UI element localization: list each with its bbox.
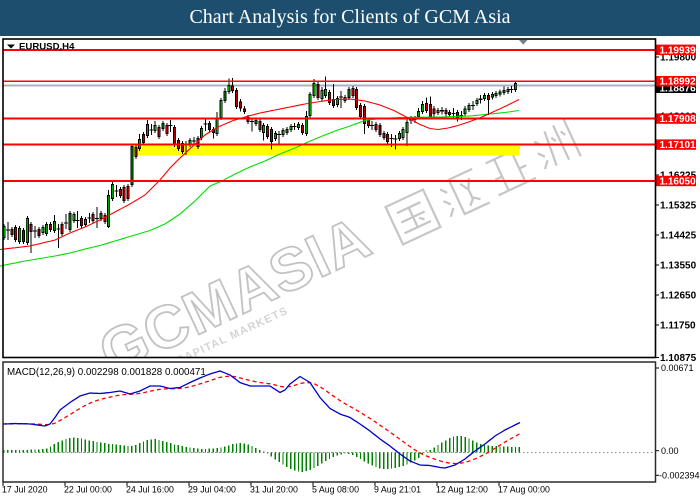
svg-text:29 Jul 04:00: 29 Jul 04:00 [188,484,236,494]
svg-text:1.11750: 1.11750 [660,320,696,331]
svg-text:1.17101: 1.17101 [660,140,697,151]
svg-text:1.18876: 1.18876 [660,83,697,94]
svg-text:MACD(12,26,9) 0.002298 0.00182: MACD(12,26,9) 0.002298 0.001828 0.000471 [7,367,206,378]
svg-text:1.18992: 1.18992 [660,77,697,88]
svg-text:1.19939: 1.19939 [660,45,697,56]
svg-text:0.00671: 0.00671 [661,363,694,373]
svg-text:17 Jul 2020: 17 Jul 2020 [2,484,48,494]
svg-text:24 Jul 16:00: 24 Jul 16:00 [126,484,174,494]
svg-text:0.00: 0.00 [661,446,679,456]
svg-text:31 Jul 20:00: 31 Jul 20:00 [250,484,298,494]
svg-text:22 Jul 00:00: 22 Jul 00:00 [64,484,112,494]
svg-text:1.14425: 1.14425 [660,230,697,241]
svg-text:1.12650: 1.12650 [660,290,697,301]
svg-text:GCMASIA: GCMASIA [89,203,380,386]
svg-text:-0.002394: -0.002394 [659,471,700,481]
svg-text:EURUSD,H4: EURUSD,H4 [19,42,75,53]
svg-text:1.17908: 1.17908 [660,114,697,125]
svg-text:17 Aug 00:00: 17 Aug 00:00 [498,484,550,494]
svg-text:1.16050: 1.16050 [660,177,697,188]
svg-text:1.15325: 1.15325 [660,200,697,211]
svg-text:12 Aug 12:00: 12 Aug 12:00 [436,484,488,494]
svg-text:5 Aug 08:00: 5 Aug 08:00 [312,484,359,494]
svg-text:1.10875: 1.10875 [660,353,697,364]
svg-text:1.13550: 1.13550 [660,260,697,271]
svg-text:1.19800: 1.19800 [660,52,697,63]
svg-text:9 Aug 21:01: 9 Aug 21:01 [374,484,421,494]
